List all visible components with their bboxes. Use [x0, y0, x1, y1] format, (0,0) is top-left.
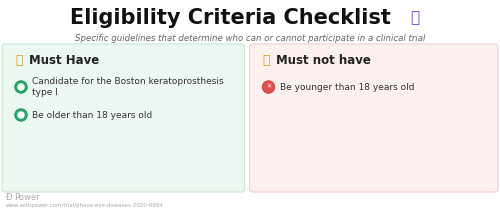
Text: 👎: 👎: [262, 54, 270, 66]
Circle shape: [18, 84, 24, 90]
Circle shape: [262, 81, 274, 93]
Text: Must Have: Must Have: [29, 54, 99, 66]
Circle shape: [15, 109, 27, 121]
Text: 📋: 📋: [410, 10, 420, 25]
Text: Candidate for the Boston keratoprosthesis
type I: Candidate for the Boston keratoprosthesi…: [32, 77, 224, 97]
Text: Power: Power: [14, 192, 40, 202]
Text: Ð: Ð: [6, 192, 12, 202]
Circle shape: [15, 81, 27, 93]
Circle shape: [18, 112, 24, 118]
Text: 👍: 👍: [15, 54, 22, 66]
Text: Must not have: Must not have: [276, 54, 372, 66]
FancyBboxPatch shape: [2, 44, 244, 192]
Text: www.withpower.com/trial/phase-eye-diseases-2020-fl984: www.withpower.com/trial/phase-eye-diseas…: [6, 203, 164, 208]
Text: Be older than 18 years old: Be older than 18 years old: [32, 111, 152, 119]
Text: ✕: ✕: [266, 84, 271, 89]
Text: Specific guidelines that determine who can or cannot participate in a clinical t: Specific guidelines that determine who c…: [75, 34, 425, 43]
Text: Eligibility Criteria Checklist: Eligibility Criteria Checklist: [70, 8, 390, 28]
FancyBboxPatch shape: [250, 44, 498, 192]
Text: Be younger than 18 years old: Be younger than 18 years old: [280, 83, 414, 92]
